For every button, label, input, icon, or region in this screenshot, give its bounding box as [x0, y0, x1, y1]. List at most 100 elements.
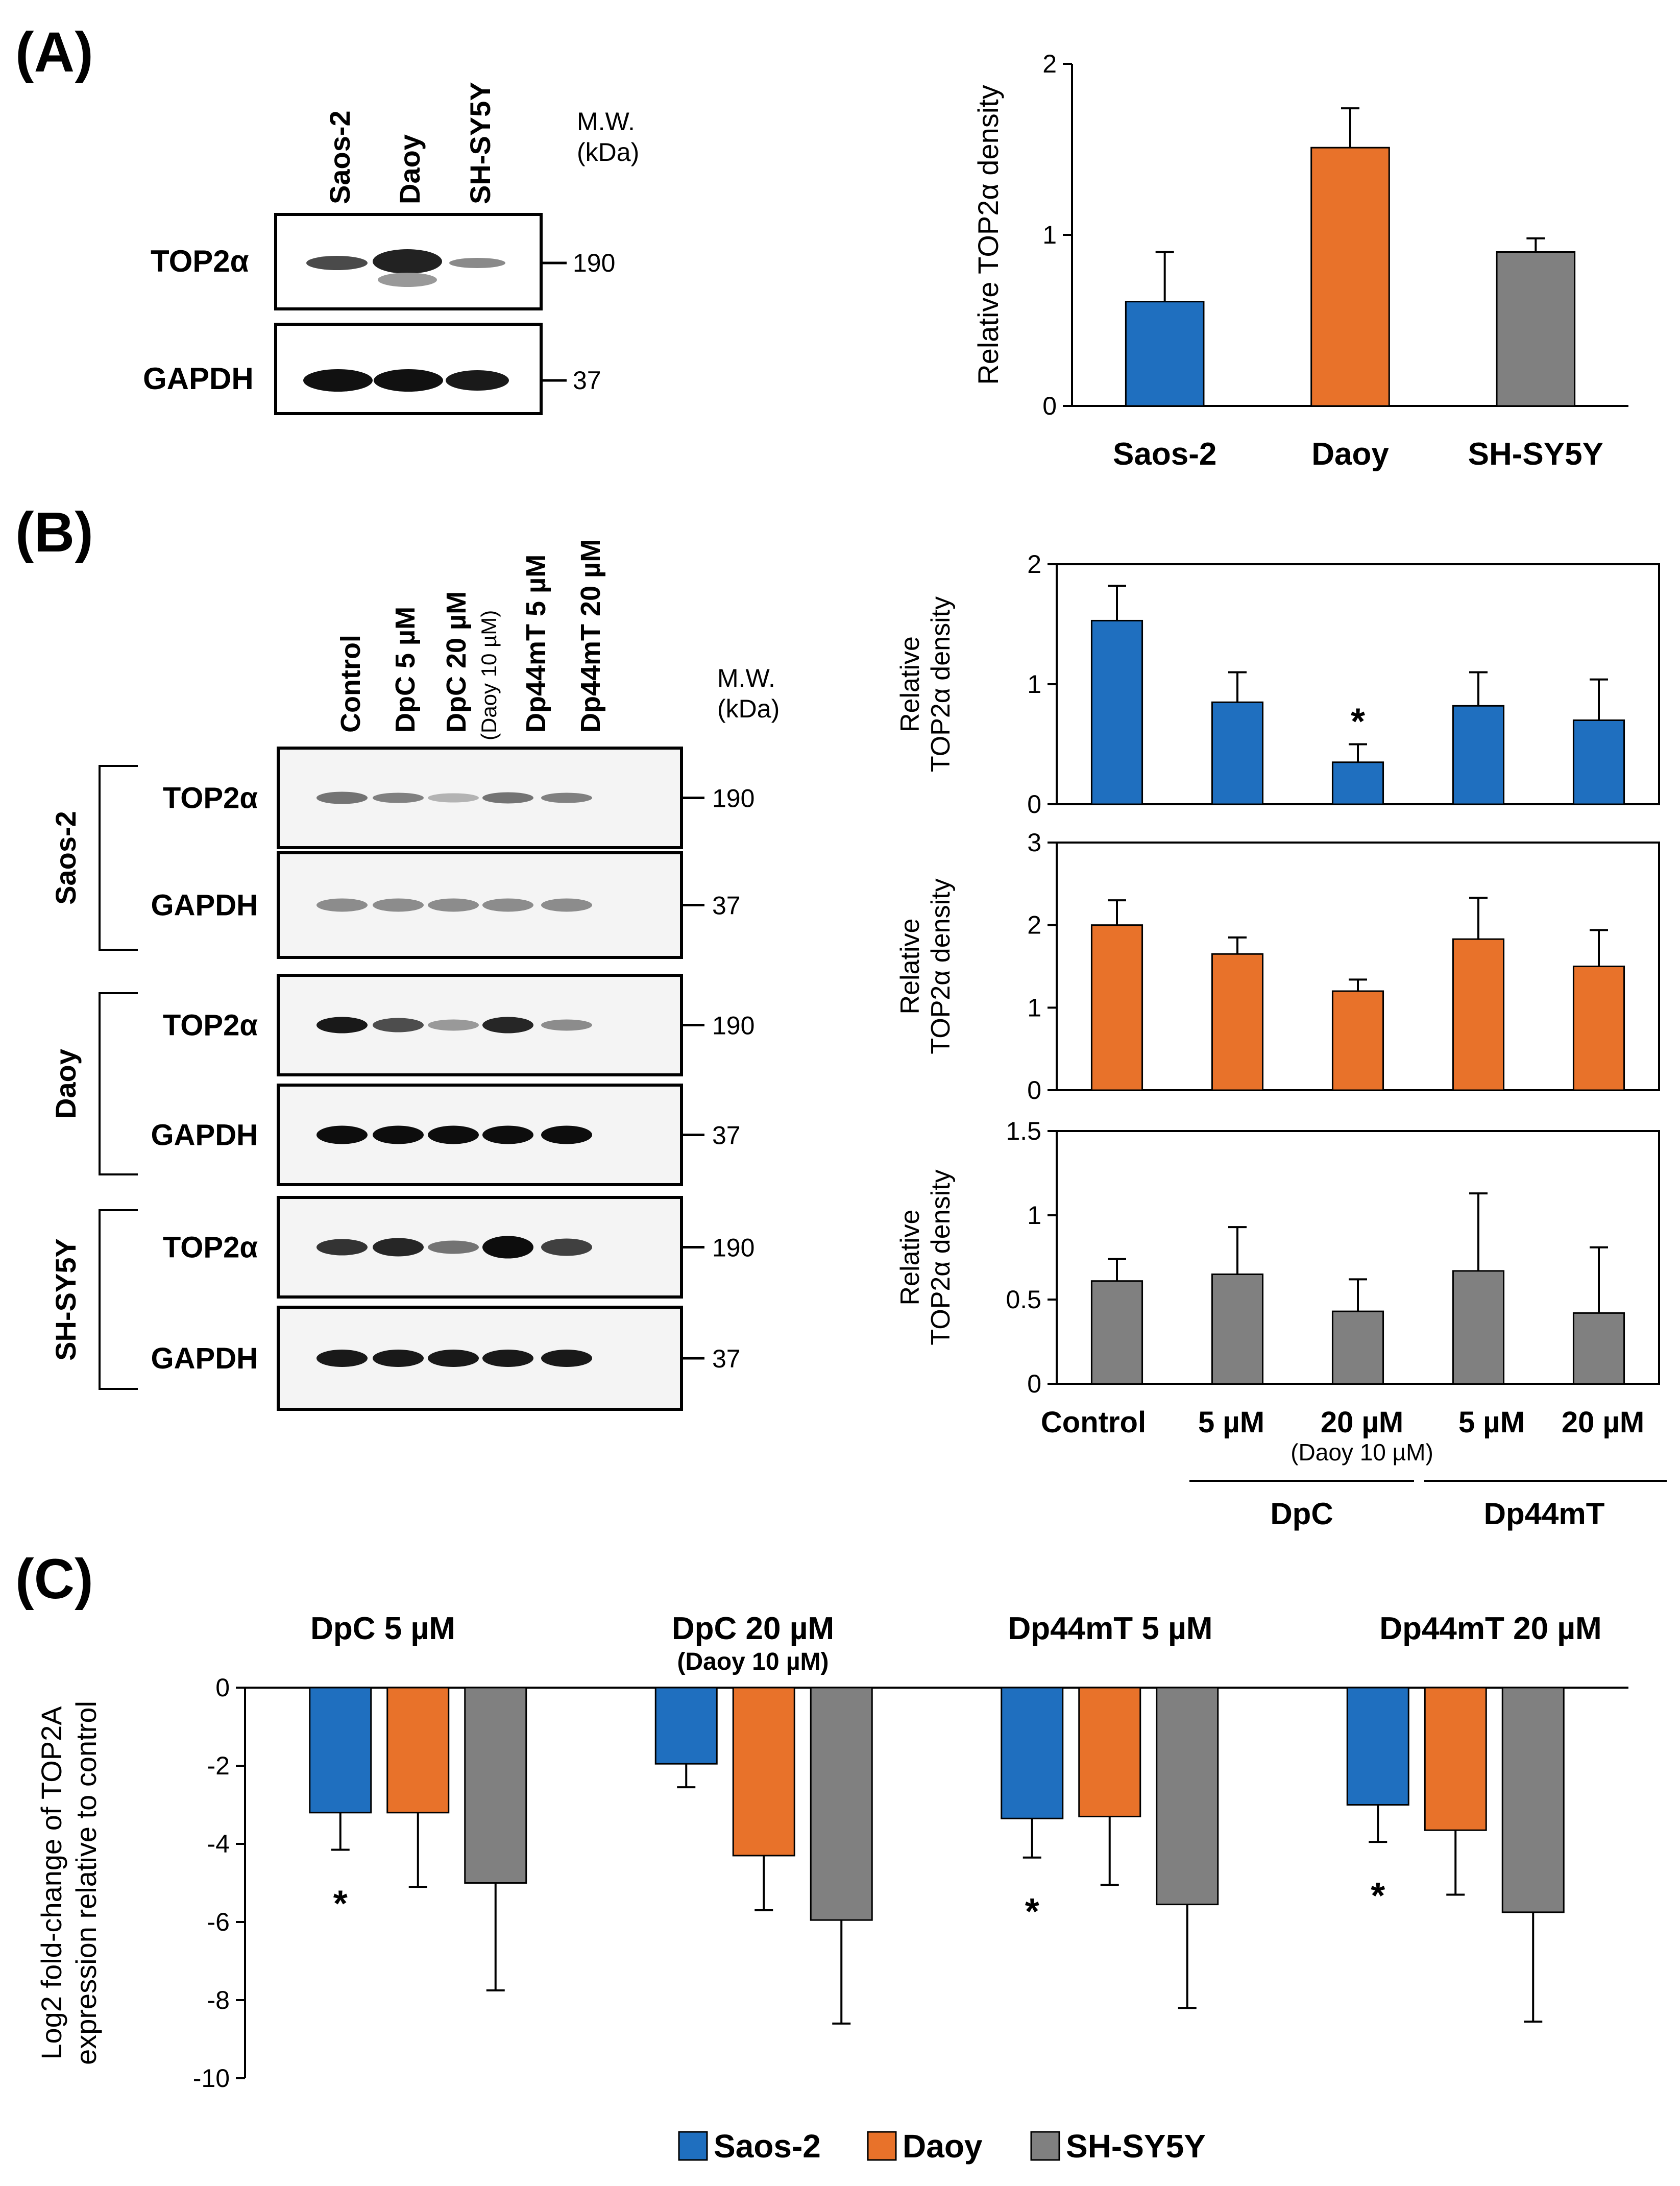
x-tick-label: Saos-2 — [1113, 437, 1216, 472]
bar — [1424, 1687, 1487, 1831]
blot-band — [316, 1125, 368, 1144]
bar — [1078, 1687, 1141, 1817]
blot-a-top2a-mw: 190 — [573, 249, 615, 277]
chart-c-category-2: Dp44mT 5 µM — [1008, 1611, 1213, 1646]
chart-c-category-0: DpC 5 µM — [310, 1611, 455, 1646]
blot-band — [541, 898, 592, 912]
blot-a-gapdh-mw: 37 — [573, 366, 601, 395]
bar — [1125, 301, 1205, 407]
blot-b-mw-label: 37 — [712, 1121, 741, 1150]
y-tick-label: 1.5 — [1006, 1117, 1041, 1145]
y-tick-label: 2 — [1027, 911, 1041, 940]
blot-b-lane-2: DpC 20 µM — [441, 591, 472, 733]
blot-b-mw-label: 190 — [712, 784, 754, 813]
x-tick-label: Daoy — [1311, 437, 1389, 472]
chart-b-daoy: 0 1 2 3 Relative TOP2α density — [895, 828, 1660, 1104]
y-axis-label: expression relative to control — [70, 1701, 102, 2065]
blot-band — [482, 1017, 533, 1034]
chart-c-categories: DpC 5 µM DpC 20 µM (Daoy 10 µM) Dp44mT 5… — [310, 1611, 1602, 1675]
blot-band — [373, 1350, 424, 1367]
legend-label-shsy5y: SH-SY5Y — [1066, 2128, 1206, 2165]
blot-band — [482, 1236, 533, 1259]
x-tick-label: SH-SY5Y — [1468, 437, 1603, 472]
blot-b-protein-label: TOP2α — [163, 1231, 258, 1264]
chart-b-xlabel-0: Control — [1041, 1406, 1146, 1439]
blot-b-lane-2-note: (Daoy 10 µM) — [477, 610, 501, 740]
blot-a-top2a-band-2 — [449, 258, 505, 268]
bar — [1331, 761, 1384, 805]
chart-c-category-1: DpC 20 µM — [672, 1611, 834, 1646]
blot-b-protein-label: TOP2α — [163, 1009, 258, 1042]
blot-band — [316, 791, 368, 804]
y-tick-label: 0 — [1027, 1076, 1041, 1104]
blot-b: Control DpC 5 µM DpC 20 µM (Daoy 10 µM) … — [50, 539, 780, 1411]
y-tick-label: 1 — [1027, 993, 1041, 1022]
y-axis-label: Relative TOP2α density — [972, 85, 1004, 385]
blot-b-cell-bracket — [99, 1209, 138, 1390]
blot-band — [373, 1125, 424, 1144]
chart-b-group-dp44mt: Dp44mT — [1484, 1497, 1605, 1531]
panel-label-b: (B) — [15, 501, 93, 564]
significance-mark: * — [1371, 1876, 1385, 1916]
blot-a-gapdh-frame — [274, 323, 543, 415]
y-tick-label: 2 — [1042, 50, 1057, 78]
blot-b-cell-label: Daoy — [50, 1049, 82, 1119]
y-tick-label: -8 — [207, 1986, 230, 2014]
blot-a-mw-title: M.W. — [577, 107, 635, 136]
y-tick-label: 1 — [1027, 670, 1041, 699]
y-tick-label: -2 — [207, 1751, 230, 1780]
blot-b-cell-label: Saos-2 — [50, 811, 82, 905]
blot-b-lane-1: DpC 5 µM — [390, 607, 421, 733]
blot-band — [316, 1017, 368, 1034]
bar — [1310, 147, 1390, 407]
bar — [1211, 1274, 1264, 1385]
panel-label-a: (A) — [15, 21, 93, 84]
blot-a-lane-2: SH-SY5Y — [464, 82, 496, 204]
blot-band — [428, 1350, 479, 1367]
blot-band — [373, 1018, 424, 1032]
chart-c-category-3: Dp44mT 20 µM — [1379, 1611, 1601, 1646]
blot-band — [482, 792, 533, 804]
bar — [810, 1687, 873, 1921]
chart-b-xlabel-3: 5 µM — [1458, 1406, 1525, 1439]
blot-b-cell-bracket — [99, 992, 138, 1175]
blot-b-cell-label: SH-SY5Y — [50, 1238, 82, 1361]
y-axis-label: TOP2α density — [926, 878, 956, 1054]
blot-a: Saos-2 Daoy SH-SY5Y M.W. (kDa) TOP2α 190… — [143, 82, 639, 415]
chart-b-saos2: 0 1 2 * Relative TOP2α density — [895, 550, 1660, 819]
panel-label-c: (C) — [15, 1548, 93, 1611]
blot-band — [373, 1238, 424, 1257]
bar — [654, 1687, 718, 1765]
chart-b-daoy-note: (Daoy 10 µM) — [1291, 1439, 1433, 1466]
chart-b-xlabel-2: 20 µM — [1321, 1406, 1403, 1439]
y-axis-label: Relative — [895, 1210, 925, 1306]
y-axis-label: Relative — [895, 636, 925, 732]
blot-band — [482, 898, 533, 912]
bar — [1001, 1687, 1064, 1819]
bar — [1572, 1312, 1625, 1385]
bar — [1452, 938, 1505, 1091]
chart-a: 0 1 2 Saos-2 Daoy SH-SY5Y Relative TOP2α densi… — [972, 50, 1628, 472]
bar — [1346, 1687, 1409, 1806]
bar — [1501, 1687, 1565, 1913]
blot-b-mw-unit: (kDa) — [717, 694, 780, 723]
bar — [1090, 1280, 1143, 1385]
blot-band — [541, 1238, 592, 1256]
blot-band — [482, 1350, 533, 1367]
blot-a-top2a-label: TOP2α — [151, 244, 249, 278]
y-tick-label: 1 — [1042, 221, 1057, 249]
y-axis-label: TOP2α density — [926, 596, 956, 772]
blot-a-top2a-band-1-smear — [378, 273, 437, 287]
y-tick-label: 1 — [1027, 1201, 1041, 1230]
blot-band — [428, 1240, 479, 1254]
blot-a-top2a-band-1 — [373, 249, 442, 274]
bar — [1090, 924, 1143, 1091]
blot-a-top2a-band-0 — [306, 256, 368, 270]
blot-b-protein-label: GAPDH — [151, 1342, 258, 1375]
blot-band — [428, 898, 479, 912]
chart-c-legend: Saos-2 Daoy SH-SY5Y — [678, 2128, 1206, 2165]
chart-b-xlabel-1: 5 µM — [1198, 1406, 1264, 1439]
blot-band — [316, 1239, 368, 1256]
y-tick-label: 0.5 — [1006, 1285, 1041, 1314]
blot-band — [428, 793, 479, 803]
